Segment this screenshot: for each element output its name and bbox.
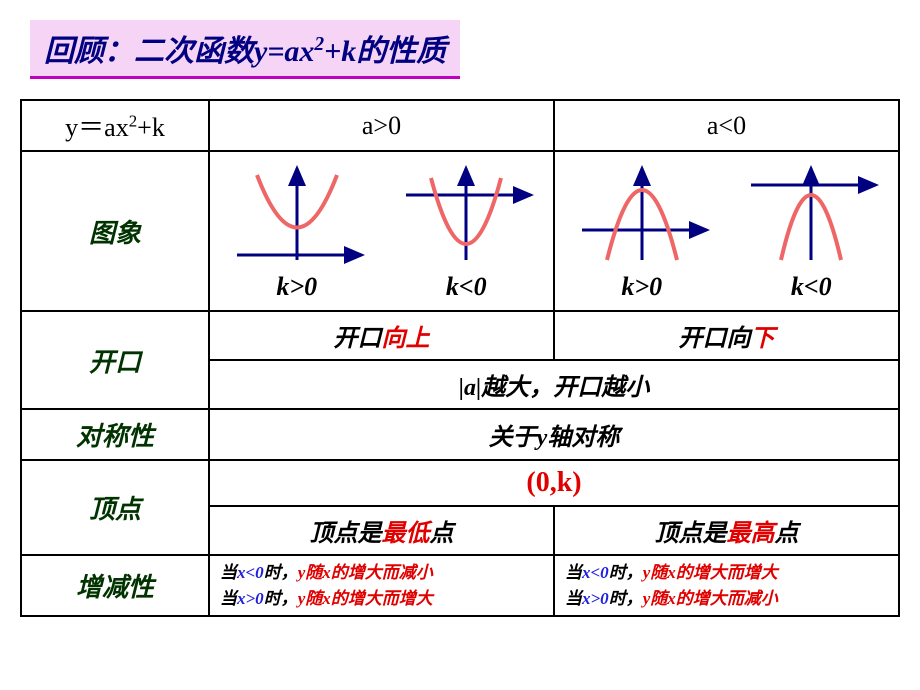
graph-down-kpos: k>0 xyxy=(567,160,717,302)
opening-up: 开口向上 xyxy=(209,311,554,360)
header-col-a-neg: a<0 xyxy=(554,100,899,151)
symmetry-value: 关于y轴对称 xyxy=(209,409,899,460)
row-mono-label: 增减性 xyxy=(21,555,209,616)
header-col-a-pos: a>0 xyxy=(209,100,554,151)
k-label: k>0 xyxy=(276,272,317,302)
opening-down: 开口向下 xyxy=(554,311,899,360)
vertex-value: (0,k) xyxy=(209,460,899,506)
graph-up-kneg: k<0 xyxy=(391,160,541,302)
graph-down-kneg: k<0 xyxy=(736,160,886,302)
title-pre: 回顾：二次函数y=ax xyxy=(44,35,314,68)
properties-table: y＝ax2+k a>0 a<0 图象 k>0 xyxy=(20,99,900,617)
graph-up-kpos: k>0 xyxy=(222,160,372,302)
graph-a-neg: k>0 k<0 xyxy=(554,151,899,311)
a-magnitude-note: |a|越大，开口越小 xyxy=(209,360,899,409)
parabola-down-above-icon xyxy=(567,160,717,270)
mono-right: 当x<0时，y随x的增大而增大 当x>0时，y随x的增大而减小 xyxy=(554,555,899,616)
row-symmetry-label: 对称性 xyxy=(21,409,209,460)
k-label: k<0 xyxy=(446,272,487,302)
row-opening-label: 开口 xyxy=(21,311,209,409)
vertex-low: 顶点是最低点 xyxy=(209,506,554,555)
mono-left: 当x<0时，y随x的增大而减小 当x>0时，y随x的增大而增大 xyxy=(209,555,554,616)
parabola-down-below-icon xyxy=(736,160,886,270)
parabola-up-below-icon xyxy=(391,160,541,270)
title-post: +k的性质 xyxy=(324,35,446,68)
header-formula: y＝ax2+k xyxy=(21,100,209,151)
row-graph-label: 图象 xyxy=(21,151,209,311)
k-label: k>0 xyxy=(621,272,662,302)
parabola-up-above-icon xyxy=(222,160,372,270)
k-label: k<0 xyxy=(791,272,832,302)
graph-a-pos: k>0 k<0 xyxy=(209,151,554,311)
row-vertex-label: 顶点 xyxy=(21,460,209,555)
vertex-high: 顶点是最高点 xyxy=(554,506,899,555)
title-sup: 2 xyxy=(314,34,324,55)
page-title: 回顾：二次函数y=ax2+k的性质 xyxy=(30,20,460,79)
